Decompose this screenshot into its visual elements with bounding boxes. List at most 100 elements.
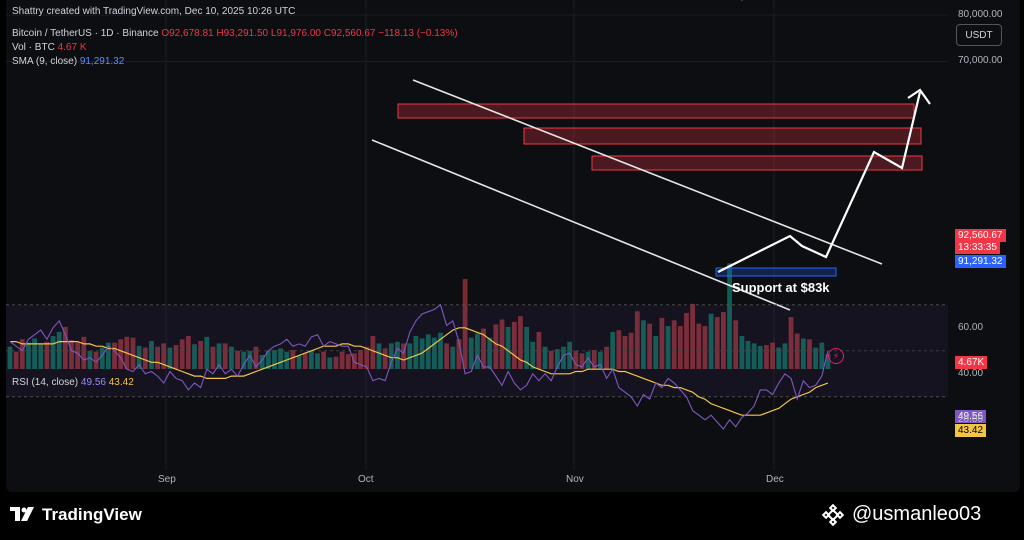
volume-bar: [32, 338, 37, 369]
volume-bar: [825, 354, 831, 369]
currency-button[interactable]: USDT: [956, 24, 1002, 46]
volume-bar: [339, 351, 345, 369]
volume-bar: [745, 340, 751, 369]
resistance-zone: [591, 155, 923, 171]
sma-label: SMA (9, close): [12, 56, 78, 67]
volume-bar: [813, 347, 819, 369]
chart-frame: Shattry created with TradingView.com, De…: [6, 0, 1020, 492]
volume-bar: [388, 343, 394, 369]
sma-legend: SMA (9, close) 91,291.32: [12, 56, 124, 67]
volume-bar: [671, 320, 677, 369]
volume-bar: [530, 341, 536, 369]
sma-value: 91,291.32: [79, 56, 125, 67]
volume-legend: Vol · BTC 4.67 K: [12, 42, 87, 53]
volume-bar: [149, 340, 154, 369]
volume-bar: [751, 343, 757, 369]
volume-bar: [505, 326, 511, 369]
volume-bar: [468, 337, 474, 369]
volume-bar: [573, 350, 579, 369]
volume-bar: [56, 331, 62, 369]
volume-bar: [770, 342, 775, 369]
volume-bar: [81, 336, 87, 369]
resistance-zone: [523, 127, 922, 145]
volume-bar: [585, 351, 591, 369]
volume-bar: [87, 350, 93, 369]
volume-bar: [210, 346, 216, 369]
rsi-tick-label: 20.00: [958, 413, 984, 425]
volume-bar: [684, 312, 689, 369]
volume-bar: [327, 357, 333, 369]
time-tick-label: Nov: [566, 474, 584, 485]
resistance-zone: [397, 103, 915, 119]
volume-bar: [647, 323, 652, 369]
volume-bar: [622, 336, 628, 369]
ohlc-high: H93,291.50: [216, 28, 269, 39]
volume-bar: [265, 350, 271, 369]
volume-bar: [142, 347, 148, 369]
volume-bar: [499, 319, 505, 369]
countdown-tag: 13:33:35: [955, 241, 1000, 254]
volume-value: 4.67 K: [57, 42, 87, 53]
volume-bar: [407, 343, 413, 369]
volume-bar: [253, 346, 259, 369]
symbol-legend: Bitcoin / TetherUS · 1D · Binance O92,67…: [12, 28, 458, 39]
lightning-icon[interactable]: ⚡: [828, 348, 844, 364]
grid-lines: [6, 0, 948, 470]
rsi-tag: 49.56: [955, 410, 987, 423]
support-zone: [715, 267, 837, 277]
volume-bar: [308, 350, 314, 369]
volume-bar: [481, 328, 486, 369]
volume-bar: [130, 337, 136, 369]
volume-bar: [634, 311, 640, 369]
volume-bar: [794, 333, 800, 369]
volume-bar: [401, 343, 406, 369]
volume-label: Vol · BTC: [12, 42, 55, 53]
volume-bar: [714, 317, 720, 369]
volume-bar: [38, 344, 44, 369]
volume-bar: [216, 343, 222, 369]
channel-upper-line: [412, 79, 883, 265]
price-tick-label: 70,000.00: [958, 55, 1003, 67]
price-change: −118.13 (−0.13%): [378, 28, 458, 39]
ohlc-close: C92,560.67: [323, 28, 376, 39]
volume-bar: [757, 345, 763, 369]
volume-bar: [26, 342, 31, 369]
sma-price-tag: 91,291.32: [955, 255, 1006, 268]
volume-bar: [99, 347, 105, 369]
price-tick-label: 80,000.00: [958, 9, 1003, 21]
symbol-name: Bitcoin / TetherUS · 1D · Binance: [12, 28, 159, 39]
volume-bar: [616, 330, 622, 369]
resistance-zones: [397, 103, 923, 277]
volume-bar: [229, 346, 234, 369]
volume-bar: [222, 343, 228, 369]
chart-credit: Shattry created with TradingView.com, De…: [12, 6, 296, 17]
volume-bar: [807, 339, 812, 369]
tradingview-logo-text: TradingView: [42, 505, 142, 524]
rsi-ma-line: [10, 327, 829, 416]
volume-bar: [727, 263, 732, 369]
volume-bar: [542, 346, 548, 369]
volume-bar: [167, 347, 173, 369]
rsi-value: 49.56: [80, 377, 106, 388]
volume-bar: [198, 340, 204, 369]
volume-bar: [444, 343, 450, 369]
tradingview-logo-icon: [10, 507, 34, 521]
volume-bar: [431, 337, 437, 369]
volume-bar: [7, 346, 13, 369]
chart-canvas[interactable]: [6, 0, 1020, 492]
ohlc-open: O92,678.81: [161, 28, 214, 39]
tradingview-logo: TradingView: [10, 505, 142, 525]
volume-bar: [247, 350, 253, 369]
volume-bar: [690, 303, 696, 369]
channel-lower-line: [371, 139, 791, 311]
volume-bar: [764, 345, 769, 369]
volume-bar: [413, 336, 419, 369]
volume-bar: [653, 336, 659, 369]
volume-bar: [118, 339, 124, 369]
last-price-tag: 92,560.67: [955, 229, 1006, 242]
volume-bar: [106, 342, 111, 369]
volume-bar: [75, 342, 81, 369]
rsi-label: RSI (14, close): [12, 377, 79, 388]
volume-bar: [161, 343, 167, 369]
rsi-ma-value: 43.42: [108, 377, 134, 388]
